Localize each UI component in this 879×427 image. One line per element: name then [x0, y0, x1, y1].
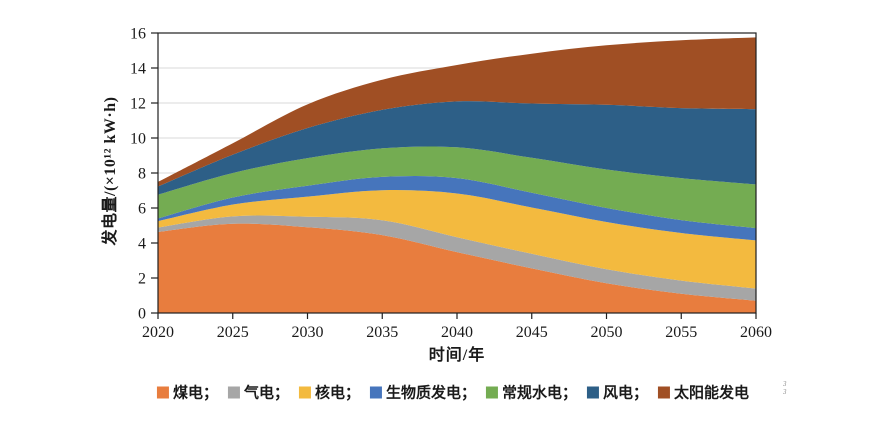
legend-item-nuclear: 核电； [298, 382, 360, 403]
x-tick-label: 2025 [217, 324, 249, 341]
legend-swatch-wind [587, 386, 600, 398]
legend-item-hydro: 常规水电； [486, 382, 577, 403]
y-tick-label: 6 [138, 201, 146, 218]
series-area-wind [158, 101, 756, 195]
legend: 煤电； 气电； 核电； 生物质发电； 常规水电； 风电； 太阳能发电 [156, 382, 749, 403]
y-tick-label: 8 [138, 166, 146, 183]
legend-item-gas: 气电； [227, 382, 289, 403]
legend-label-coal: 煤电； [172, 385, 218, 402]
series-area-solar [158, 37, 756, 187]
x-tick-label: 2055 [665, 324, 697, 341]
legend-swatch-nuclear [298, 386, 311, 398]
legend-label-nuclear: 核电； [314, 385, 360, 402]
legend-item-wind: 风电； [587, 382, 648, 403]
legend-label-biomass: 生物质发电； [385, 385, 477, 402]
x-tick-label: 2045 [516, 324, 548, 341]
legend-item-solar: 太阳能发电 [658, 382, 749, 403]
legend-swatch-biomass [369, 386, 382, 398]
x-axis-title: 时间/年 [428, 347, 486, 364]
legend-label-gas: 气电； [243, 385, 289, 402]
x-tick-label: 2040 [441, 324, 473, 341]
legend-swatch-coal [156, 386, 169, 398]
y-tick-label: 12 [130, 96, 146, 113]
x-tick-label: 2020 [142, 324, 174, 341]
legend-label-solar: 太阳能发电 [674, 385, 750, 402]
series-area-gas [158, 215, 756, 301]
x-tick-label: 2035 [366, 324, 398, 341]
y-tick-label: 2 [138, 271, 146, 288]
legend-swatch-gas [227, 386, 240, 398]
x-tick-label: 2060 [740, 324, 772, 341]
y-tick-label: 14 [130, 61, 146, 78]
x-tick-label: 2050 [591, 324, 623, 341]
legend-swatch-hydro [486, 386, 499, 398]
legend-item-coal: 煤电； [156, 382, 218, 403]
y-tick-label: 10 [130, 131, 146, 148]
legend-label-hydro: 常规水电； [502, 385, 578, 402]
series-area-coal [158, 223, 756, 313]
legend-label-wind: 风电； [603, 385, 649, 402]
legend-item-biomass: 生物质发电； [369, 382, 477, 403]
legend-swatch-solar [658, 386, 671, 398]
y-tick-label: 0 [138, 306, 146, 323]
corner-mark: 3 3 [783, 380, 787, 396]
y-axis-title: 发电量/(×10¹² kW·h) [102, 96, 119, 246]
series-area-hydro [158, 146, 756, 229]
series-area-biomass [158, 175, 756, 241]
y-tick-label: 4 [138, 236, 146, 253]
series-area-nuclear [158, 190, 756, 289]
y-tick-label: 16 [130, 26, 146, 43]
x-tick-label: 2030 [292, 324, 324, 341]
